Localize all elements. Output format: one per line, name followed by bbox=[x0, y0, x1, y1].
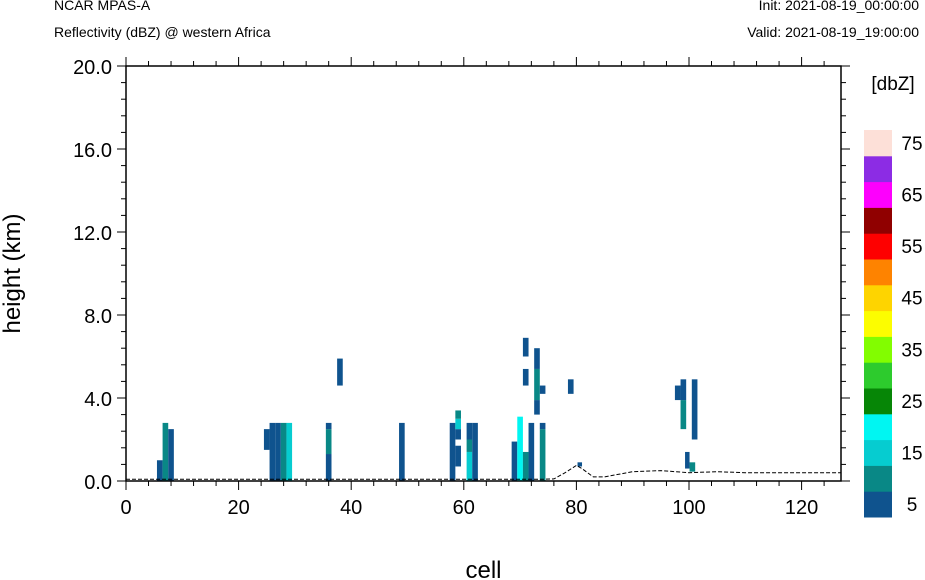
colorbar-label: 45 bbox=[901, 289, 922, 310]
x-axis-label: cell bbox=[465, 557, 501, 580]
x-tick-label: 20 bbox=[227, 497, 249, 519]
colorbar-label: 15 bbox=[901, 444, 922, 465]
x-tick-label: 60 bbox=[453, 497, 475, 519]
colorbar-label: 5 bbox=[907, 495, 918, 516]
reflectivity-cells bbox=[157, 338, 697, 481]
reflectivity-cell-26 bbox=[523, 338, 529, 357]
colorbar-label: 65 bbox=[901, 186, 922, 207]
y-tick-label: 16.0 bbox=[73, 140, 112, 162]
colorbar-unit: [dbZ] bbox=[871, 74, 914, 95]
colorbar-swatch-60 bbox=[864, 207, 892, 233]
reflectivity-cell-38 bbox=[681, 379, 687, 400]
reflectivity-cell-9 bbox=[326, 429, 332, 454]
reflectivity-cell-19 bbox=[467, 440, 473, 452]
reflectivity-cell-15 bbox=[455, 429, 461, 439]
colorbar-swatch-10 bbox=[864, 465, 892, 491]
reflectivity-cell-28 bbox=[534, 400, 540, 415]
colorbar-swatch-15 bbox=[864, 440, 892, 466]
reflectivity-cell-16 bbox=[455, 419, 461, 429]
reflectivity-cell-35 bbox=[578, 462, 583, 466]
reflectivity-cell-5 bbox=[275, 423, 281, 481]
plot-frame bbox=[126, 66, 841, 481]
reflectivity-cell-32 bbox=[540, 423, 546, 429]
reflectivity-cell-0 bbox=[157, 460, 163, 481]
reflectivity-cell-41 bbox=[692, 379, 698, 439]
y-tick-label: 0.0 bbox=[84, 472, 112, 494]
reflectivity-cell-13 bbox=[450, 423, 456, 481]
colorbar-swatch-45 bbox=[864, 285, 892, 311]
reflectivity-cell-36 bbox=[675, 386, 681, 401]
reflectivity-cell-33 bbox=[540, 386, 546, 394]
y-tick-label: 20.0 bbox=[73, 57, 112, 79]
colorbar-swatch-70 bbox=[864, 156, 892, 182]
reflectivity-cell-8 bbox=[326, 454, 332, 481]
reflectivity-cell-37 bbox=[681, 400, 687, 429]
reflectivity-cell-20 bbox=[467, 423, 473, 440]
x-tick-label: 40 bbox=[340, 497, 362, 519]
reflectivity-cell-21 bbox=[472, 423, 478, 481]
x-tick-label: 120 bbox=[785, 497, 818, 519]
reflectivity-cell-14 bbox=[455, 446, 461, 467]
reflectivity-cell-30 bbox=[534, 348, 540, 369]
colorbar-swatch-75 bbox=[864, 130, 892, 156]
reflectivity-cell-31 bbox=[540, 429, 546, 481]
reflectivity-cell-11 bbox=[337, 359, 343, 386]
colorbar-swatch-35 bbox=[864, 336, 892, 362]
colorbar-swatch-20 bbox=[864, 414, 892, 440]
colorbar-label: 25 bbox=[901, 392, 922, 413]
reflectivity-cell-3 bbox=[264, 429, 270, 450]
reflectivity-cell-39 bbox=[685, 452, 690, 469]
reflectivity-cell-29 bbox=[534, 369, 540, 400]
x-tick-label: 80 bbox=[565, 497, 587, 519]
colorbar: 5 15 25 35 45 55 65 75 bbox=[864, 130, 923, 518]
y-tick-label: 12.0 bbox=[73, 223, 112, 245]
colorbar-label: 35 bbox=[901, 340, 922, 361]
reflectivity-cell-6 bbox=[281, 423, 287, 481]
reflectivity-cell-17 bbox=[455, 410, 461, 418]
y-tick-label: 4.0 bbox=[84, 389, 112, 411]
reflectivity-cell-18 bbox=[467, 452, 473, 481]
x-tick-label: 100 bbox=[672, 497, 705, 519]
reflectivity-cross-section-chart: 0 20 40 60 80 100 120 0.0 4.0 8.0 12.0 16.0 20.0 ce… bbox=[0, 0, 925, 580]
reflectivity-cell-22 bbox=[512, 442, 518, 481]
reflectivity-cell-12 bbox=[399, 423, 405, 481]
reflectivity-cell-24 bbox=[523, 452, 529, 481]
reflectivity-cell-10 bbox=[326, 423, 332, 429]
colorbar-label: 55 bbox=[901, 237, 922, 258]
colorbar-swatch-25 bbox=[864, 388, 892, 414]
colorbar-label: 75 bbox=[901, 134, 922, 155]
terrain-line bbox=[126, 465, 841, 479]
colorbar-swatch-40 bbox=[864, 311, 892, 337]
colorbar-swatch-5 bbox=[864, 491, 892, 517]
reflectivity-cell-34 bbox=[568, 379, 574, 394]
reflectivity-cell-7 bbox=[286, 423, 292, 481]
reflectivity-cell-25 bbox=[523, 369, 529, 386]
y-axis-label: height (km) bbox=[0, 213, 26, 333]
colorbar-swatch-65 bbox=[864, 182, 892, 208]
reflectivity-cell-1 bbox=[163, 423, 169, 481]
reflectivity-cell-27 bbox=[529, 423, 535, 481]
reflectivity-cell-23 bbox=[517, 417, 523, 481]
reflectivity-cell-2 bbox=[168, 429, 174, 481]
x-tick-label: 0 bbox=[120, 497, 131, 519]
colorbar-swatch-30 bbox=[864, 362, 892, 388]
y-axis: 0.0 4.0 8.0 12.0 16.0 20.0 bbox=[73, 57, 850, 494]
colorbar-swatch-50 bbox=[864, 259, 892, 285]
colorbar-swatch-55 bbox=[864, 233, 892, 259]
reflectivity-cell-40 bbox=[690, 462, 696, 471]
reflectivity-cell-4 bbox=[270, 423, 276, 481]
y-tick-label: 8.0 bbox=[84, 306, 112, 328]
